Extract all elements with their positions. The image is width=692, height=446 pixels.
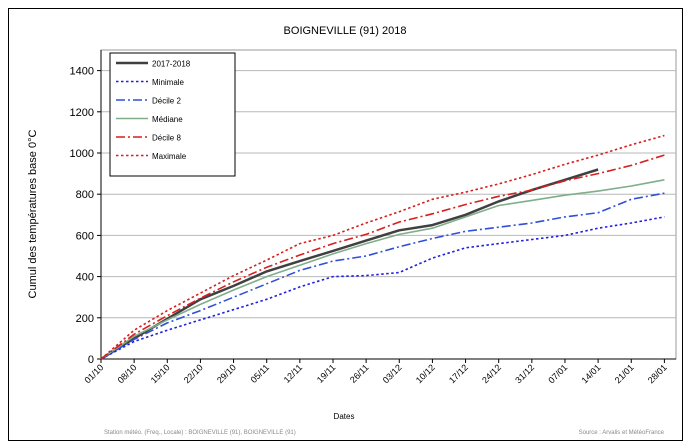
legend-label-3: Médiane bbox=[152, 115, 183, 124]
y-tick-label: 800 bbox=[76, 189, 94, 201]
y-tick-label: 1400 bbox=[70, 66, 94, 78]
y-tick-label: 1200 bbox=[70, 107, 94, 119]
footer-station: Station météo. (Freq., Locale) : BOIGNEV… bbox=[104, 430, 296, 436]
y-tick-label: 600 bbox=[76, 230, 94, 242]
y-axis-label: Cumul des températures base 0°C bbox=[27, 130, 39, 299]
y-tick-label: 1000 bbox=[70, 148, 94, 160]
x-axis-label: Dates bbox=[334, 412, 355, 421]
chart-title: BOIGNEVILLE (91) 2018 bbox=[284, 25, 407, 37]
y-tick-label: 0 bbox=[88, 354, 94, 366]
y-tick-label: 200 bbox=[76, 313, 94, 325]
series-line-2 bbox=[100, 192, 665, 360]
legend: 2017-2018 Minimale Décile 2 Médiane Décile 8… bbox=[109, 52, 236, 177]
legend-label-4: Décile 8 bbox=[152, 134, 181, 143]
legend-label-2: Décile 2 bbox=[152, 97, 181, 106]
legend-label-5: Maximale bbox=[152, 152, 187, 161]
series-lines bbox=[100, 134, 665, 361]
series-line-4 bbox=[100, 154, 665, 360]
legend-label-0: 2017-2018 bbox=[152, 60, 191, 69]
legend-box bbox=[109, 52, 236, 177]
series-line-0 bbox=[100, 168, 599, 361]
legend-label-1: Minimale bbox=[152, 78, 185, 87]
series-line-1 bbox=[100, 216, 665, 360]
series-line-3 bbox=[100, 179, 665, 360]
footer-source: Source : Arvalis et MétéoFrance bbox=[579, 430, 665, 436]
y-tick-label: 400 bbox=[76, 272, 94, 284]
